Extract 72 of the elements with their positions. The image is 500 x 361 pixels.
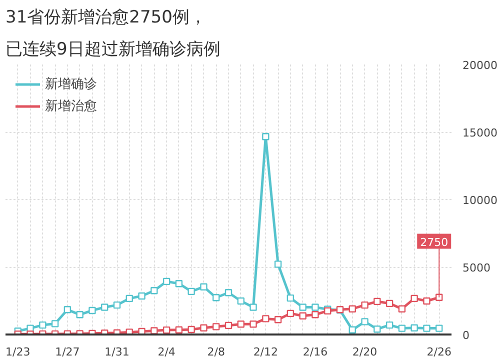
point	[188, 326, 195, 334]
y-tick-label: 20000	[462, 59, 498, 72]
point	[224, 322, 232, 330]
point	[436, 324, 443, 332]
y-tick-label: 15000	[462, 126, 498, 140]
point	[374, 298, 381, 306]
point	[423, 324, 430, 332]
x-tick-label: 2/12	[253, 346, 278, 358]
point	[262, 132, 270, 140]
point	[312, 311, 319, 318]
legend-label: 新增确诊	[45, 76, 97, 93]
point	[312, 304, 319, 311]
point	[348, 305, 356, 312]
point	[39, 321, 46, 329]
point	[200, 283, 208, 290]
point	[348, 326, 356, 334]
point	[175, 280, 183, 288]
point	[237, 320, 244, 328]
x-tick-label: 2/26	[426, 346, 452, 358]
y-tick-label: 10000	[462, 194, 498, 207]
point	[200, 324, 208, 332]
point	[126, 294, 133, 302]
point	[188, 288, 195, 296]
point	[299, 312, 306, 320]
annotation: 2750	[420, 236, 448, 249]
x-tick-label: 1/31	[104, 346, 130, 358]
x-tick-label: 2/16	[302, 346, 328, 358]
point	[361, 301, 368, 309]
point	[224, 289, 232, 296]
x-tick-label: 1/23	[6, 346, 30, 358]
point	[76, 311, 84, 318]
x-tick-label: 2/4	[158, 346, 176, 358]
point	[212, 294, 220, 302]
point	[113, 301, 121, 309]
chart-subtitle: 已连续9日超过新增确诊病例	[6, 40, 220, 60]
point	[274, 316, 282, 324]
point	[286, 310, 294, 318]
point	[250, 320, 257, 328]
point	[88, 306, 96, 314]
point	[150, 287, 158, 294]
legend-label: 新增治愈	[45, 98, 97, 115]
x-tick-label: 2/8	[207, 346, 225, 358]
point	[386, 321, 394, 329]
point	[410, 324, 418, 332]
point	[398, 324, 406, 332]
point	[51, 320, 59, 328]
x-tick-label: 1/27	[55, 346, 80, 358]
point	[162, 278, 170, 286]
point	[423, 297, 430, 305]
point	[175, 326, 183, 334]
point	[274, 260, 282, 268]
x-tick-label: 2/20	[352, 346, 378, 358]
point	[374, 326, 381, 333]
chart-title: 31省份新增治愈2750例，	[6, 8, 206, 28]
point	[436, 294, 443, 301]
point	[286, 294, 294, 302]
point	[212, 323, 220, 330]
point	[138, 292, 146, 300]
point	[162, 326, 170, 334]
point	[299, 304, 306, 311]
point	[386, 300, 394, 308]
point	[250, 304, 257, 311]
y-tick-label: 5000	[462, 262, 490, 274]
point	[237, 297, 244, 305]
point	[361, 318, 368, 326]
point	[101, 304, 108, 311]
point	[150, 327, 158, 334]
point	[398, 305, 406, 312]
point	[262, 315, 270, 322]
point	[64, 306, 72, 314]
y-tick-label: 0	[462, 329, 470, 342]
point	[410, 294, 418, 302]
